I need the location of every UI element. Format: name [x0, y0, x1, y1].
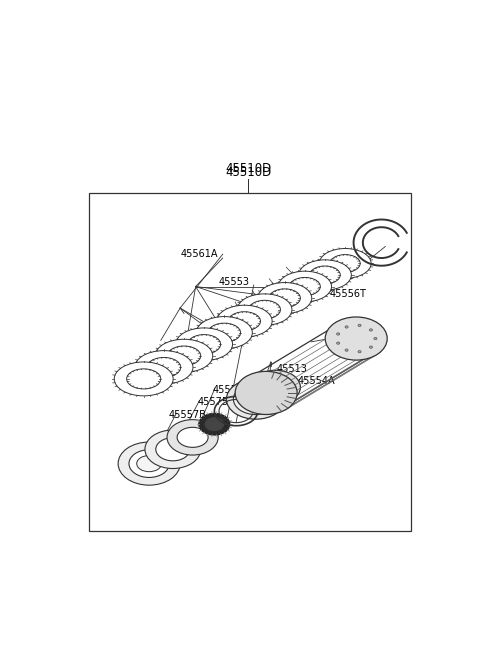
Ellipse shape	[330, 255, 360, 272]
Ellipse shape	[177, 427, 208, 447]
Ellipse shape	[167, 420, 218, 455]
Ellipse shape	[188, 335, 221, 354]
Text: 45510D: 45510D	[225, 162, 272, 175]
Ellipse shape	[299, 260, 351, 290]
Ellipse shape	[114, 362, 173, 396]
Ellipse shape	[237, 294, 292, 326]
Ellipse shape	[235, 371, 297, 415]
Ellipse shape	[156, 438, 190, 461]
Ellipse shape	[370, 329, 372, 331]
Ellipse shape	[227, 379, 285, 419]
Ellipse shape	[135, 350, 193, 384]
Ellipse shape	[217, 305, 272, 337]
Ellipse shape	[319, 248, 371, 278]
Ellipse shape	[249, 300, 280, 319]
Ellipse shape	[374, 337, 377, 340]
Ellipse shape	[269, 289, 300, 307]
Ellipse shape	[259, 376, 293, 399]
Ellipse shape	[336, 333, 340, 335]
Ellipse shape	[278, 271, 332, 302]
Ellipse shape	[370, 346, 372, 348]
Text: 45556T: 45556T	[330, 290, 367, 299]
Ellipse shape	[145, 430, 201, 468]
Text: 45561A: 45561A	[180, 249, 218, 259]
Ellipse shape	[228, 312, 261, 331]
Text: 45557B: 45557B	[168, 410, 206, 420]
Text: 45571A: 45571A	[345, 329, 383, 339]
Ellipse shape	[137, 455, 162, 472]
Bar	[89, 193, 411, 531]
Text: 45554A: 45554A	[298, 376, 336, 386]
Ellipse shape	[168, 346, 201, 365]
Ellipse shape	[176, 328, 232, 361]
Ellipse shape	[233, 384, 278, 415]
Ellipse shape	[289, 278, 320, 295]
Ellipse shape	[345, 326, 348, 328]
Text: 45553: 45553	[219, 277, 250, 287]
Ellipse shape	[242, 390, 270, 409]
Ellipse shape	[205, 418, 224, 431]
Ellipse shape	[258, 282, 312, 314]
Ellipse shape	[345, 349, 348, 351]
Ellipse shape	[336, 342, 340, 345]
Ellipse shape	[147, 358, 180, 377]
Ellipse shape	[208, 323, 240, 342]
Ellipse shape	[251, 370, 300, 404]
Ellipse shape	[358, 324, 361, 327]
Ellipse shape	[310, 266, 340, 284]
Ellipse shape	[155, 339, 213, 372]
Text: 45513: 45513	[277, 364, 308, 374]
Text: 45510D: 45510D	[225, 166, 272, 179]
Text: 45575: 45575	[197, 397, 228, 407]
Text: 45552A: 45552A	[213, 384, 251, 395]
Ellipse shape	[127, 369, 161, 389]
Text: 45581C: 45581C	[242, 376, 280, 386]
Ellipse shape	[358, 350, 361, 353]
Ellipse shape	[129, 450, 169, 477]
Ellipse shape	[325, 317, 387, 360]
Ellipse shape	[118, 442, 180, 485]
Ellipse shape	[196, 316, 252, 349]
Ellipse shape	[199, 413, 230, 435]
